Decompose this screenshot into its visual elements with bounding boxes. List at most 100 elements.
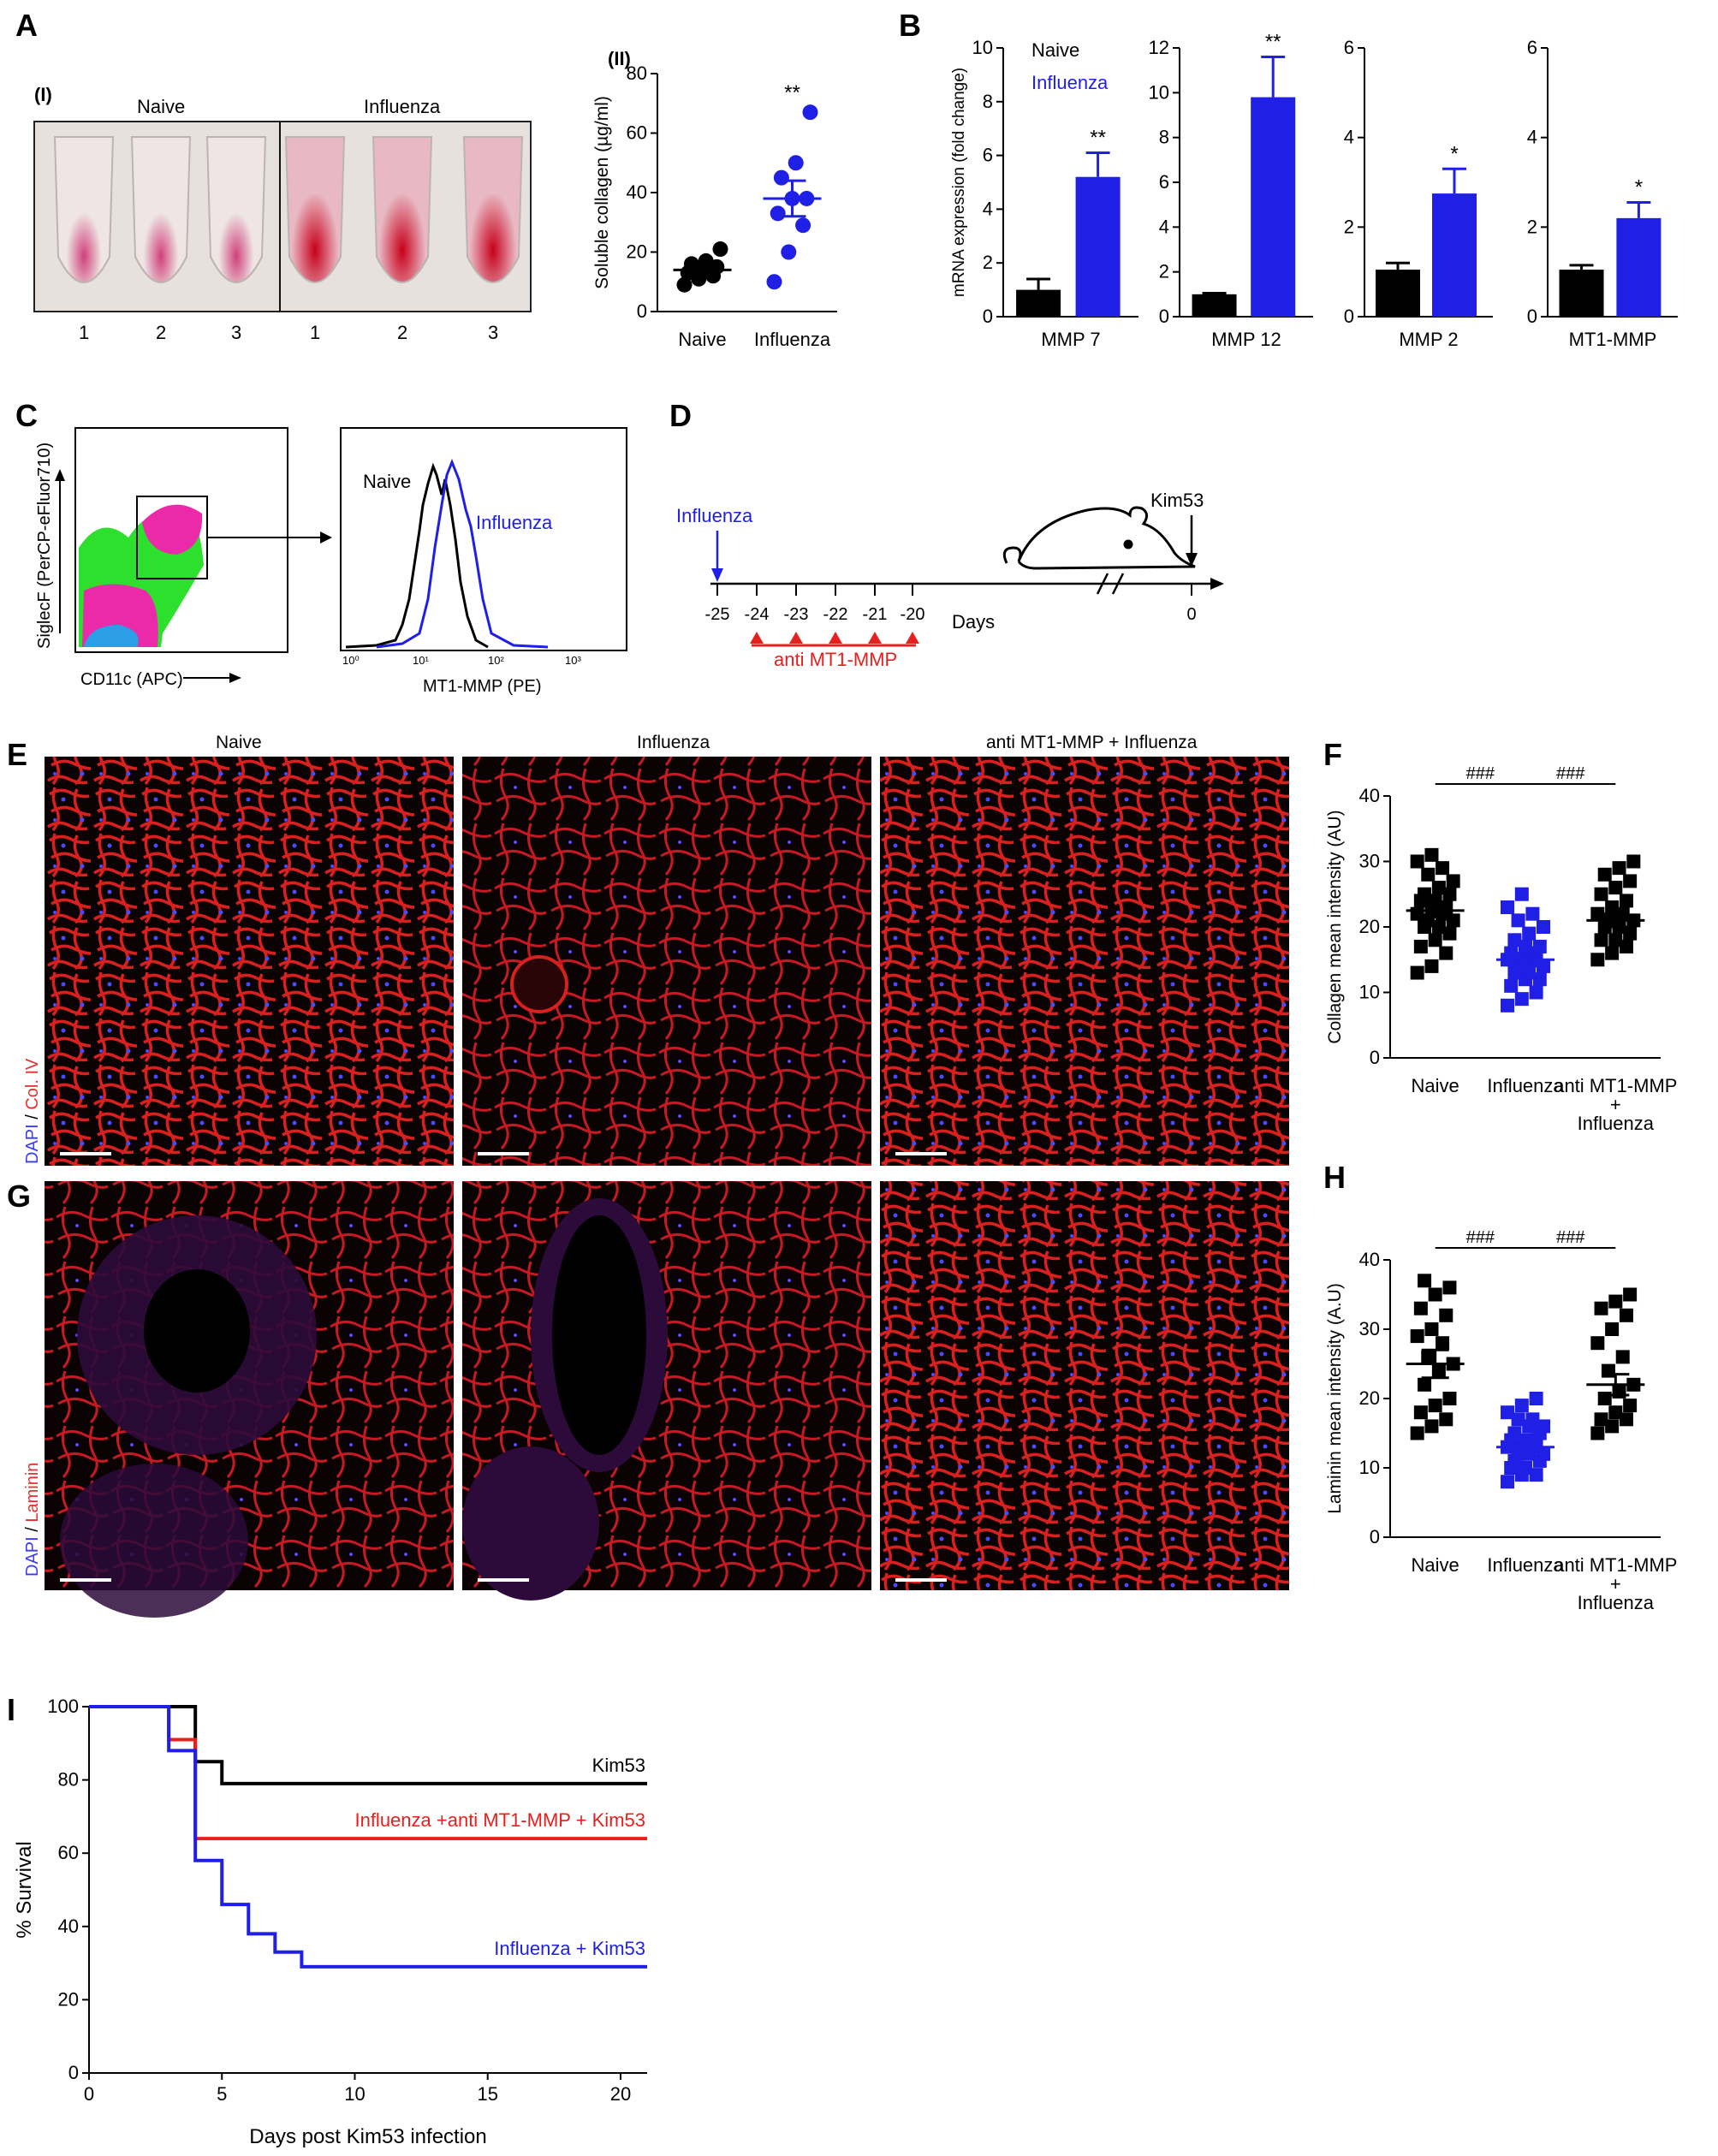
tube bbox=[205, 136, 267, 283]
y-axis-label: % Survival bbox=[13, 1841, 36, 1938]
data-point bbox=[1619, 894, 1633, 908]
treatment-triangle bbox=[829, 632, 842, 644]
timeline-tick-label: -21 bbox=[863, 605, 888, 624]
series-label: Influenza + Kim53 bbox=[494, 1938, 645, 1959]
data-point bbox=[1431, 881, 1446, 895]
x-axis-label: MMP 2 bbox=[1399, 329, 1458, 350]
tube bbox=[284, 136, 346, 283]
y-tick-label: 60 bbox=[58, 1842, 79, 1863]
y-tick-label: 0 bbox=[1370, 1526, 1380, 1547]
timeline-tick-label: -20 bbox=[901, 605, 925, 624]
column-naive: Naive bbox=[216, 733, 262, 752]
y-tick-label: 60 bbox=[627, 122, 647, 144]
photo-group-naive: Naive bbox=[137, 96, 185, 117]
dot-ylabel: SiglecF (PerCP-eFluor710) bbox=[35, 442, 54, 649]
y-tick-label: 20 bbox=[627, 241, 647, 263]
data-point bbox=[1608, 1294, 1623, 1309]
panel-label-i: I bbox=[7, 1692, 15, 1727]
data-point bbox=[1501, 900, 1514, 915]
y-tick-label: 0 bbox=[1527, 306, 1537, 327]
data-point bbox=[1623, 926, 1638, 941]
photo-label: (I) bbox=[34, 84, 52, 105]
y-tick-label: 30 bbox=[1359, 851, 1380, 872]
timeline-tick-label: 0 bbox=[1186, 605, 1196, 624]
treatment-triangle bbox=[906, 632, 919, 644]
data-point bbox=[1501, 998, 1514, 1013]
data-point bbox=[781, 244, 797, 260]
tube-number: 2 bbox=[156, 322, 166, 343]
data-point bbox=[1594, 933, 1608, 947]
col-iv-image-influenza bbox=[462, 757, 871, 1166]
flow-histogram bbox=[340, 427, 627, 651]
data-point bbox=[1442, 926, 1457, 941]
y-tick-label: 4 bbox=[1527, 127, 1537, 148]
data-point bbox=[1504, 946, 1519, 960]
timeline-tick-label: -23 bbox=[784, 605, 809, 624]
col-iv-image-naive bbox=[45, 757, 454, 1166]
influenza-arrow bbox=[711, 531, 723, 582]
data-point bbox=[1529, 1468, 1543, 1482]
data-point bbox=[1623, 874, 1638, 888]
significance-mark: ** bbox=[1265, 30, 1281, 53]
y-tick-label: 6 bbox=[1344, 37, 1354, 58]
data-point bbox=[1597, 867, 1612, 882]
category-label: Influenza bbox=[1578, 1592, 1655, 1613]
data-point bbox=[698, 252, 714, 269]
category-label: Influenza bbox=[1487, 1554, 1564, 1576]
treatment-marks bbox=[750, 632, 919, 647]
chart-mmp12: 0 2 4 6 8 10 12 ** MMP 12 bbox=[1149, 30, 1313, 350]
treatment-triangle bbox=[789, 632, 803, 644]
legend-naive: Naive bbox=[1031, 39, 1079, 61]
stain-laminin: Laminin bbox=[23, 1463, 42, 1523]
data-point bbox=[1605, 1322, 1620, 1336]
tube bbox=[372, 136, 433, 283]
tube bbox=[130, 136, 192, 283]
data-point bbox=[1623, 1399, 1638, 1413]
data-point bbox=[1594, 1301, 1608, 1316]
data-point bbox=[1529, 1392, 1543, 1405]
hist-legend-influenza: Influenza bbox=[476, 512, 553, 533]
panel-label-g: G bbox=[7, 1179, 31, 1214]
tube-number: 1 bbox=[79, 322, 89, 343]
data-point bbox=[1431, 920, 1446, 934]
data-point bbox=[1436, 1336, 1450, 1351]
panel-label-a: A bbox=[15, 8, 38, 43]
y-tick-label: 4 bbox=[983, 198, 993, 219]
laminin-image-anti-influenza bbox=[880, 1181, 1289, 1590]
y-tick-label: 2 bbox=[1527, 216, 1537, 237]
photo-group-influenza: Influenza bbox=[364, 96, 441, 117]
data-point bbox=[1590, 1336, 1605, 1351]
data-point bbox=[1615, 1350, 1630, 1364]
mouse-icon bbox=[1002, 506, 1196, 570]
legend-influenza: Influenza bbox=[1031, 72, 1109, 93]
timeline-axis: -25 -24 -23 -22 -21 -20 0 bbox=[705, 573, 1224, 624]
axis-arrows bbox=[55, 469, 241, 683]
data-point bbox=[1597, 1392, 1612, 1405]
x-tick-label: 5 bbox=[217, 2083, 227, 2105]
timeline-kim53: Kim53 bbox=[1150, 490, 1204, 511]
y-tick-label: 4 bbox=[1159, 216, 1169, 237]
data-point bbox=[1410, 906, 1424, 921]
data-point bbox=[1424, 1322, 1439, 1336]
y-tick-label: 6 bbox=[983, 145, 993, 166]
y-tick-label: 2 bbox=[1344, 216, 1354, 237]
chart-soluble-collagen: 0 20 40 60 80 Soluble collagen (µg/ml) Naive In… bbox=[592, 62, 837, 350]
y-tick-label: 8 bbox=[1159, 127, 1169, 148]
tube bbox=[53, 136, 115, 283]
data-point bbox=[1514, 1399, 1529, 1413]
data-point bbox=[1537, 1419, 1550, 1434]
category-label: Naive bbox=[1412, 1554, 1459, 1576]
x-tick-label: 20 bbox=[610, 2083, 631, 2105]
data-point bbox=[1501, 1405, 1514, 1420]
data-point bbox=[1413, 939, 1428, 953]
data-point bbox=[1619, 1308, 1633, 1322]
y-tick-label: 80 bbox=[58, 1769, 79, 1791]
data-point bbox=[1428, 933, 1442, 947]
y-axis-label: Laminin mean intensity (A.U) bbox=[1325, 1283, 1345, 1514]
data-point bbox=[1537, 1446, 1550, 1461]
treatment-triangle bbox=[868, 632, 882, 644]
bar bbox=[1432, 193, 1477, 317]
data-point bbox=[1442, 1392, 1457, 1405]
data-point bbox=[1439, 1412, 1453, 1427]
